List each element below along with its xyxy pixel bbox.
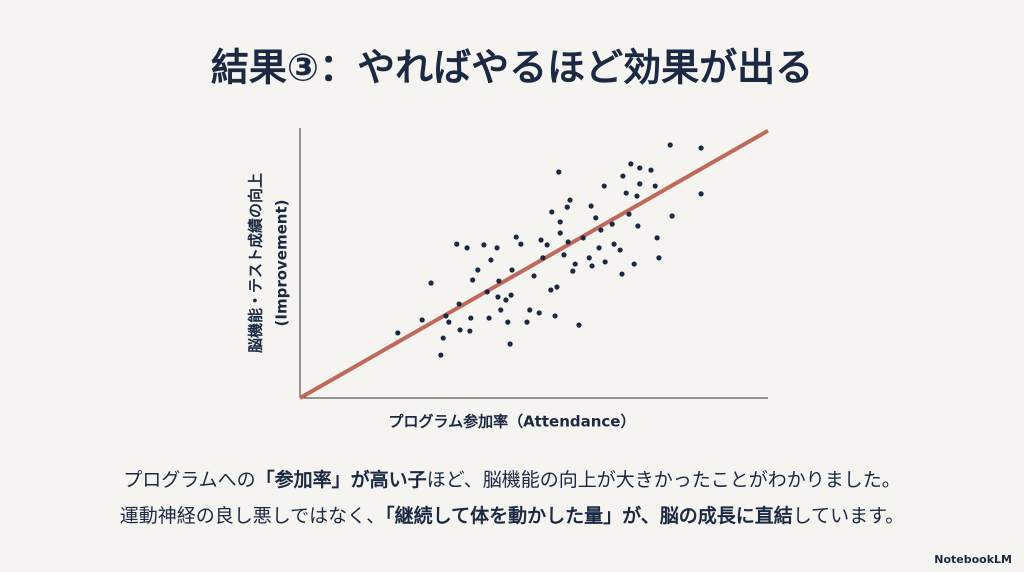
scatter-point bbox=[538, 237, 544, 243]
scatter-point bbox=[494, 245, 500, 251]
scatter-point bbox=[395, 330, 401, 336]
scatter-point bbox=[567, 197, 573, 203]
scatter-point bbox=[457, 327, 463, 333]
scatter-point bbox=[557, 230, 563, 236]
scatter-point bbox=[443, 313, 449, 319]
scatter-point bbox=[540, 255, 546, 261]
scatter-point bbox=[648, 167, 654, 173]
scatter-point bbox=[631, 261, 637, 267]
scatter-point bbox=[481, 242, 487, 248]
scatter-point bbox=[570, 268, 576, 274]
scatter-point bbox=[667, 142, 673, 148]
scatter-point bbox=[576, 322, 582, 328]
scatter-point bbox=[602, 259, 608, 265]
scatter-point bbox=[572, 261, 578, 267]
scatter-point bbox=[669, 213, 675, 219]
scatter-point bbox=[454, 241, 460, 247]
scatter-point bbox=[513, 234, 519, 240]
scatter-point bbox=[637, 165, 643, 171]
scatter-point bbox=[617, 247, 623, 253]
scatter-point bbox=[635, 223, 641, 229]
scatter-point bbox=[628, 161, 634, 167]
scatter-point bbox=[698, 191, 704, 197]
scatter-point bbox=[518, 241, 524, 247]
scatter-point bbox=[468, 315, 474, 321]
scatter-point bbox=[619, 271, 625, 277]
x-axis-label: プログラム参加率（Attendance） bbox=[389, 413, 636, 431]
scatter-point bbox=[609, 221, 615, 227]
scatter-point bbox=[556, 169, 562, 175]
caption-emphasis: 「参加率」が高い子 bbox=[255, 469, 427, 491]
scatter-point bbox=[564, 204, 570, 210]
scatter-point bbox=[531, 273, 537, 279]
scatter-point bbox=[588, 203, 594, 209]
scatter-point bbox=[652, 183, 658, 189]
scatter-point bbox=[554, 284, 560, 290]
scatter-point bbox=[508, 292, 514, 298]
scatter-point bbox=[467, 328, 473, 334]
scatter-point bbox=[428, 280, 434, 286]
scatter-point bbox=[456, 301, 462, 307]
scatter-point bbox=[589, 263, 595, 269]
scatter-point bbox=[509, 267, 515, 273]
scatter-point bbox=[557, 219, 563, 225]
caption-line: 運動神経の良し悪しではなく、「継続して体を動かした量」が、脳の成長に直結していま… bbox=[0, 498, 1024, 534]
scatter-point bbox=[484, 289, 490, 295]
scatter-point bbox=[446, 319, 452, 325]
scatter-point bbox=[634, 193, 640, 199]
caption-text: 運動神経の良し悪しではなく、 bbox=[119, 505, 386, 527]
trend-line bbox=[299, 128, 769, 400]
slide-title: 結果③：やればやるほど効果が出る bbox=[211, 46, 813, 90]
scatter-point bbox=[601, 183, 607, 189]
scatter-point bbox=[496, 278, 502, 284]
scatter-point bbox=[475, 267, 481, 273]
scatter-point bbox=[470, 277, 476, 283]
scatter-point bbox=[498, 307, 504, 313]
caption: プログラムへの「参加率」が高い子ほど、脳機能の向上が大きかったことがわかりました… bbox=[0, 462, 1024, 534]
scatter-point bbox=[464, 245, 470, 251]
caption-emphasis: 「継続して体を動かした量」が、脳の成長に直結 bbox=[385, 505, 793, 527]
caption-line: プログラムへの「参加率」が高い子ほど、脳機能の向上が大きかったことがわかりました… bbox=[0, 462, 1024, 498]
scatter-point bbox=[586, 255, 592, 261]
scatter-point bbox=[419, 317, 425, 323]
scatter-point bbox=[527, 307, 533, 313]
y-axis-label: 脳機能・テスト成績の向上 bbox=[247, 173, 265, 353]
scatter-point bbox=[561, 252, 567, 258]
scatter-point bbox=[637, 181, 643, 187]
scatter-point bbox=[565, 239, 571, 245]
scatter-point bbox=[593, 215, 599, 221]
scatter-point bbox=[654, 235, 660, 241]
scatter-point bbox=[495, 294, 501, 300]
scatter-point bbox=[440, 335, 446, 341]
scatter-point bbox=[549, 209, 555, 215]
scatter-point bbox=[548, 287, 554, 293]
scatter-point bbox=[536, 310, 542, 316]
scatter-point bbox=[488, 257, 494, 263]
caption-text: プログラムへの bbox=[123, 469, 256, 491]
scatter-point bbox=[544, 242, 550, 248]
scatter-point bbox=[698, 145, 704, 151]
scatter-point bbox=[596, 245, 602, 251]
caption-text: しています。 bbox=[792, 505, 905, 527]
scatter-point bbox=[486, 315, 492, 321]
scatter-point bbox=[438, 352, 444, 358]
scatter-point bbox=[656, 255, 662, 261]
scatter-point bbox=[552, 313, 558, 319]
scatter-point bbox=[620, 173, 626, 179]
y-axis-label: (Improvement) bbox=[273, 200, 291, 327]
scatter-point bbox=[623, 190, 629, 196]
scatter-point bbox=[524, 319, 530, 325]
scatter-point bbox=[507, 341, 513, 347]
scatter-point bbox=[503, 297, 509, 303]
scatter-point bbox=[580, 235, 586, 241]
caption-text: ほど、脳機能の向上が大きかったことがわかりました。 bbox=[426, 469, 901, 491]
scatter-point bbox=[611, 241, 617, 247]
scatter-point bbox=[505, 319, 511, 325]
scatter-point bbox=[626, 211, 632, 217]
scatter-point bbox=[598, 227, 604, 233]
logo: NotebookLM bbox=[934, 553, 1012, 566]
